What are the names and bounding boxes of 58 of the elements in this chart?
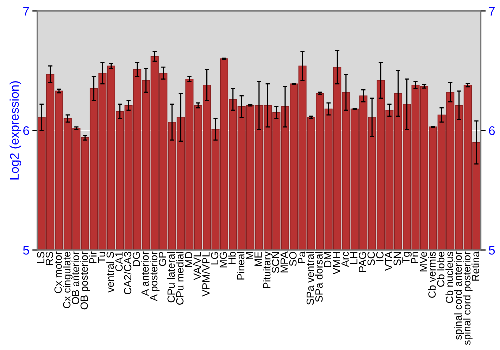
- x-tick-label: ME: [254, 252, 262, 266]
- x-tick-label: Cb nucleus: [446, 252, 454, 304]
- x-tick-label: SPa dorsal: [315, 252, 323, 302]
- y-tick-label: 6: [24, 126, 30, 136]
- x-tick-label: Pituitary: [263, 252, 273, 288]
- x-tick-label: SO: [289, 252, 297, 266]
- x-tick-label: Pa: [298, 252, 306, 264]
- x-tick-label: Pineal: [237, 252, 245, 280]
- x-tick-label: A posterior: [150, 252, 160, 302]
- x-tick-label: Pn: [411, 252, 418, 264]
- x-tick-label: Arc: [342, 252, 350, 268]
- x-tick-label: MD: [185, 252, 192, 267]
- x-tick-label: CA1: [116, 252, 123, 272]
- x-tick-label: Retina: [472, 252, 480, 281]
- x-tick-label: VMH: [333, 252, 340, 275]
- x-tick-label: M: [246, 252, 254, 260]
- x-tick-label: VTA: [385, 252, 392, 272]
- y-axis-title: Log2 (expression): [10, 81, 22, 180]
- x-tick-label: LH: [350, 252, 358, 264]
- x-tick-label: OB anterior: [72, 252, 80, 304]
- x-tick-label: MG: [220, 252, 228, 268]
- y2-tick-label: 7: [489, 7, 495, 16]
- x-tick-label: SC: [368, 252, 376, 266]
- x-tick-label: CPu medial: [176, 252, 184, 305]
- y2-tick-label: 5: [489, 246, 496, 255]
- x-tick-label: VPM/VPL: [202, 252, 210, 297]
- x-tick-label: SPa ventral: [306, 252, 314, 306]
- x-tick-label: Pir: [89, 252, 97, 264]
- x-tick-label: MVe: [420, 252, 428, 272]
- x-tick-label: Cb vermis: [428, 252, 436, 298]
- y-tick-label: 5: [23, 246, 30, 255]
- x-tick-label: RS: [46, 252, 54, 266]
- x-tick-label: MPA: [280, 252, 288, 273]
- x-tick-label: CA2/CA3: [124, 252, 132, 295]
- y2-tick-label: 6: [489, 126, 496, 136]
- x-tick-label: VA/VL: [194, 252, 202, 280]
- x-tick-label: GP: [159, 252, 166, 266]
- x-tick-label: Tg: [402, 252, 412, 264]
- x-tick-label: A anterior: [141, 252, 149, 296]
- x-tick-label: spinal cord anterior: [454, 252, 464, 340]
- x-tick-label: LS: [37, 252, 45, 264]
- x-tick-label: DG: [132, 252, 140, 266]
- x-tick-label: DM: [324, 252, 332, 267]
- x-tick-label: Tu: [98, 252, 106, 264]
- x-tick-label: PAG: [359, 252, 366, 272]
- x-tick-label: CPu lateral: [167, 252, 176, 303]
- x-tick-label: OB posterior: [80, 252, 90, 310]
- x-tick-label: Cx cingulate: [63, 252, 73, 308]
- x-tick-label: SN: [394, 252, 402, 266]
- x-tick-label: LG: [211, 252, 219, 265]
- x-tick-label: Cb lobe: [437, 252, 445, 288]
- y-tick-label: 7: [24, 7, 30, 16]
- x-tick-label: Hb: [228, 252, 236, 264]
- x-tick-label: IC: [376, 252, 384, 262]
- x-tick-label: ventral S: [106, 252, 114, 293]
- x-tick-label: spinal cord posterior: [463, 252, 473, 346]
- x-tick-label: Cx motor: [54, 252, 62, 294]
- x-tick-label: SCN: [272, 252, 280, 274]
